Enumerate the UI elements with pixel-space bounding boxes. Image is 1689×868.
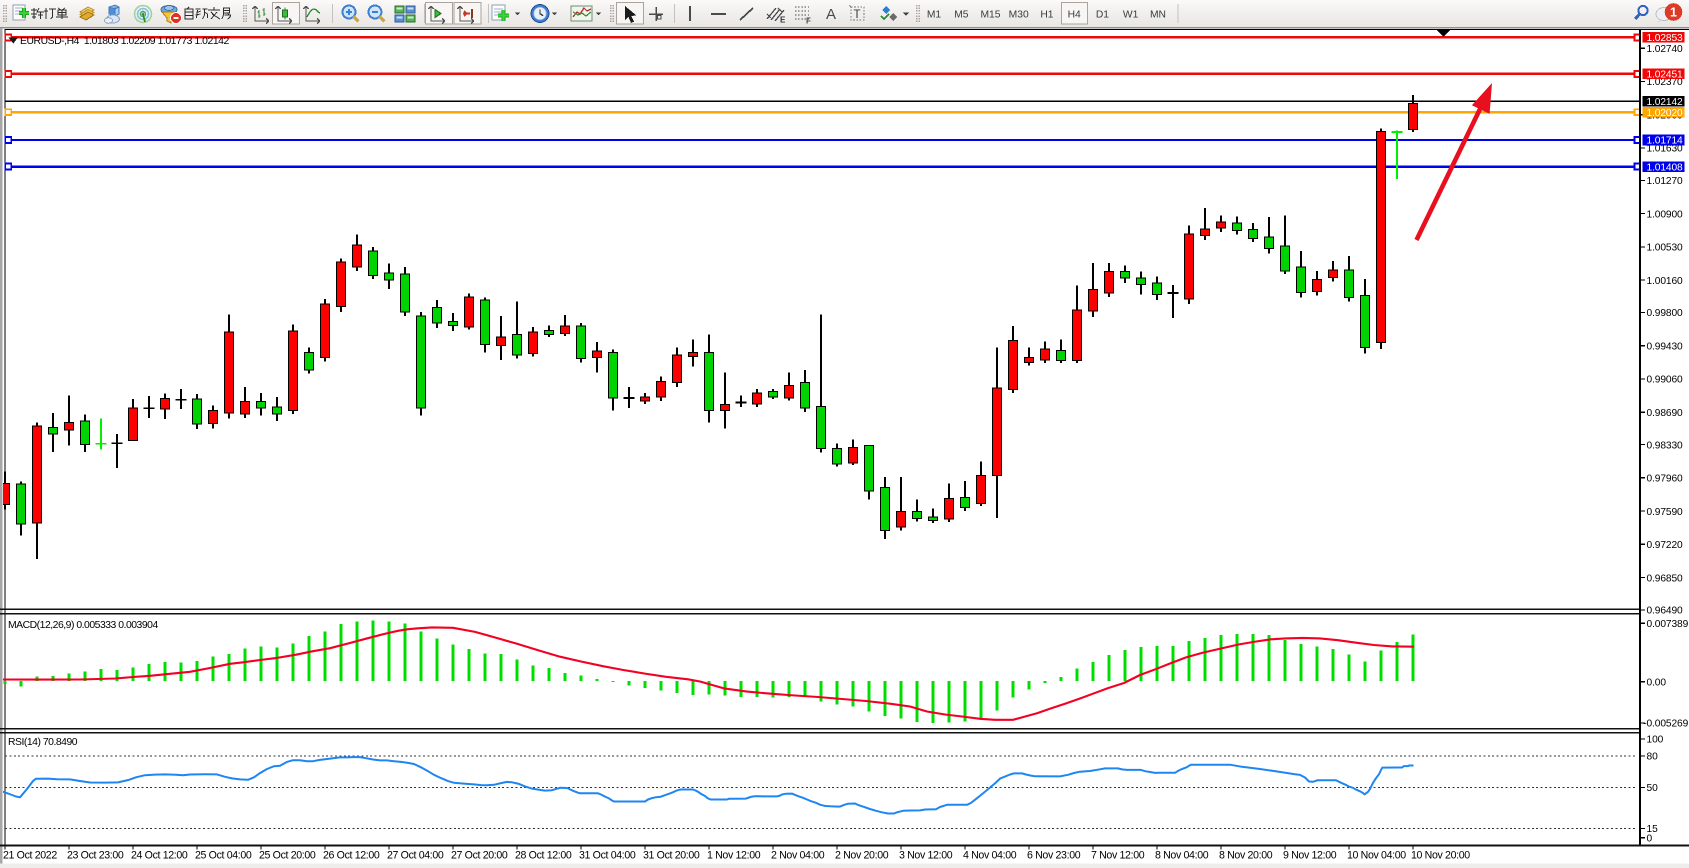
svg-text:8 Nov 04:00: 8 Nov 04:00 <box>1155 850 1209 862</box>
svg-text:0.97960: 0.97960 <box>1647 474 1684 485</box>
svg-text:1.02451: 1.02451 <box>1647 70 1684 81</box>
svg-text:1.00530: 1.00530 <box>1647 243 1684 254</box>
svg-text:MACD(12,26,9) 0.005333 0.00390: MACD(12,26,9) 0.005333 0.003904 <box>8 620 158 631</box>
svg-text:0: 0 <box>1647 833 1653 844</box>
svg-text:0.99430: 0.99430 <box>1647 341 1684 352</box>
svg-text:1.01714: 1.01714 <box>1647 136 1684 147</box>
svg-text:0.96850: 0.96850 <box>1647 573 1684 584</box>
svg-text:26 Oct 12:00: 26 Oct 12:00 <box>323 850 380 862</box>
svg-text:T: T <box>854 9 861 21</box>
svg-text:M30: M30 <box>1009 9 1029 20</box>
svg-text:1.01630: 1.01630 <box>1647 144 1684 155</box>
svg-text:25 Oct 20:00: 25 Oct 20:00 <box>259 850 316 862</box>
svg-text:D1: D1 <box>1096 9 1109 20</box>
svg-text:1.02020: 1.02020 <box>1647 108 1684 119</box>
svg-text:50: 50 <box>1647 783 1659 794</box>
svg-text:1.02740: 1.02740 <box>1647 44 1684 55</box>
svg-text:M5: M5 <box>954 9 969 20</box>
svg-text:27 Oct 20:00: 27 Oct 20:00 <box>451 850 508 862</box>
svg-text:1.01270: 1.01270 <box>1647 176 1684 187</box>
svg-text:2 Nov 04:00: 2 Nov 04:00 <box>771 850 825 862</box>
svg-text:25 Oct 04:00: 25 Oct 04:00 <box>195 850 252 862</box>
svg-text:0.00: 0.00 <box>1647 678 1667 689</box>
svg-text:H1: H1 <box>1040 9 1053 20</box>
svg-text:RSI(14) 70.8490: RSI(14) 70.8490 <box>8 737 78 748</box>
svg-text:F: F <box>806 17 811 26</box>
svg-text:1.02142: 1.02142 <box>1647 97 1684 108</box>
svg-text:0.97590: 0.97590 <box>1647 507 1684 518</box>
svg-text:M15: M15 <box>980 9 1000 20</box>
svg-text:1: 1 <box>1670 5 1677 19</box>
svg-text:A: A <box>826 6 836 23</box>
svg-text:31 Oct 20:00: 31 Oct 20:00 <box>643 850 700 862</box>
svg-text:4 Nov 04:00: 4 Nov 04:00 <box>963 850 1017 862</box>
svg-text:1 Nov 12:00: 1 Nov 12:00 <box>707 850 761 862</box>
svg-text:0.96490: 0.96490 <box>1647 606 1684 617</box>
svg-text:0.99060: 0.99060 <box>1647 375 1684 386</box>
svg-text:MN: MN <box>1150 9 1166 20</box>
svg-text:E: E <box>780 16 786 25</box>
svg-text:-0.005269: -0.005269 <box>1643 719 1688 730</box>
svg-text:24 Oct 12:00: 24 Oct 12:00 <box>131 850 188 862</box>
svg-text:0.98690: 0.98690 <box>1647 408 1684 419</box>
svg-text:21 Oct 2022: 21 Oct 2022 <box>3 850 57 862</box>
svg-text:0.97220: 0.97220 <box>1647 540 1684 551</box>
svg-text:80: 80 <box>1647 752 1659 763</box>
svg-text:27 Oct 04:00: 27 Oct 04:00 <box>387 850 444 862</box>
svg-text:M1: M1 <box>927 9 942 20</box>
svg-text:31 Oct 04:00: 31 Oct 04:00 <box>579 850 636 862</box>
svg-text:EURUSD-,H4 1.01803 1.02209 1.: EURUSD-,H4 1.01803 1.02209 1.01773 1.021… <box>20 36 229 47</box>
svg-text:100: 100 <box>1647 735 1664 746</box>
svg-text:23 Oct 23:00: 23 Oct 23:00 <box>67 850 124 862</box>
svg-text:10 Nov 20:00: 10 Nov 20:00 <box>1411 850 1470 862</box>
svg-text:1.02370: 1.02370 <box>1647 77 1684 88</box>
svg-text:10 Nov 04:00: 10 Nov 04:00 <box>1347 850 1406 862</box>
svg-text:1.00160: 1.00160 <box>1647 276 1684 287</box>
svg-text:0.007389: 0.007389 <box>1647 619 1689 630</box>
svg-text:1.01408: 1.01408 <box>1647 162 1684 173</box>
svg-text:2 Nov 20:00: 2 Nov 20:00 <box>835 850 889 862</box>
svg-text:28 Oct 12:00: 28 Oct 12:00 <box>515 850 572 862</box>
svg-text:H4: H4 <box>1068 9 1081 20</box>
svg-text:0.99800: 0.99800 <box>1647 308 1684 319</box>
svg-text:8 Nov 20:00: 8 Nov 20:00 <box>1219 850 1273 862</box>
svg-text:6 Nov 23:00: 6 Nov 23:00 <box>1027 850 1081 862</box>
svg-text:1.00900: 1.00900 <box>1647 209 1684 220</box>
svg-text:0.98330: 0.98330 <box>1647 440 1684 451</box>
svg-text:7 Nov 12:00: 7 Nov 12:00 <box>1091 850 1145 862</box>
svg-text:1.02853: 1.02853 <box>1647 33 1684 44</box>
svg-text:15: 15 <box>1647 824 1659 835</box>
svg-text:3 Nov 12:00: 3 Nov 12:00 <box>899 850 953 862</box>
svg-text:W1: W1 <box>1123 9 1139 20</box>
svg-text:9 Nov 12:00: 9 Nov 12:00 <box>1283 850 1337 862</box>
